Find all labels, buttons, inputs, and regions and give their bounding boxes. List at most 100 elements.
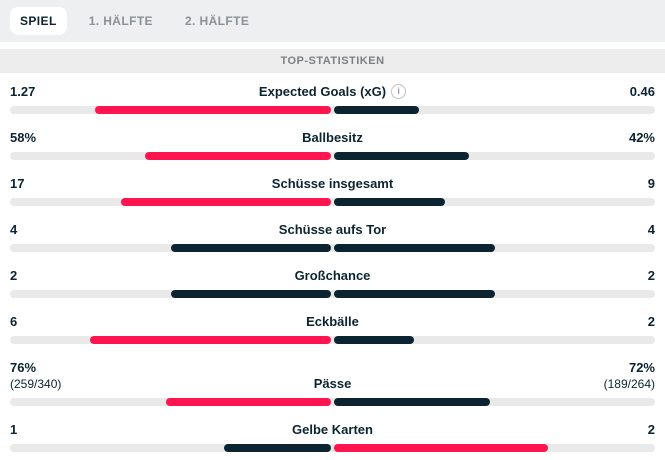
stat-bar-track: [10, 398, 655, 406]
home-value-main: 4: [10, 222, 18, 237]
away-value: 2: [563, 267, 655, 284]
away-value-main: 2: [647, 314, 655, 329]
home-bar-half: [10, 198, 333, 206]
stat-label-wrap: Gelbe Karten i: [102, 421, 563, 438]
away-value-main: 2: [647, 422, 655, 437]
home-bar-half: [10, 398, 333, 406]
home-value: 76% (259/340): [10, 359, 102, 392]
stat-bar-track: [10, 106, 655, 114]
stat-row: 76% (259/340) Pässe i 72% (189/264): [0, 351, 665, 413]
stat-label: Gelbe Karten: [292, 422, 373, 437]
away-bar: [334, 152, 469, 160]
stat-bar-track: [10, 290, 655, 298]
home-bar: [170, 244, 331, 252]
away-bar-half: [333, 398, 656, 406]
home-bar: [144, 152, 331, 160]
home-value-main: 17: [10, 176, 25, 191]
away-value-main: 4: [647, 222, 655, 237]
stat-bar-track: [10, 152, 655, 160]
home-value: 2: [10, 267, 102, 284]
away-value: 72% (189/264): [563, 359, 655, 392]
stat-label-wrap: Großchance i: [102, 267, 563, 284]
home-value: 1: [10, 421, 102, 438]
top-statistics-header: TOP-STATISTIKEN: [0, 49, 665, 73]
home-bar: [121, 198, 331, 206]
stat-bar-track: [10, 444, 655, 452]
home-value: 6: [10, 313, 102, 330]
away-bar-half: [333, 290, 656, 298]
away-bar: [334, 106, 420, 114]
home-value-main: 2: [10, 268, 18, 283]
stat-row-header: 4 Schüsse aufs Tor i 4: [10, 221, 655, 238]
away-bar-half: [333, 244, 656, 252]
home-bar: [170, 290, 331, 298]
stat-bar-track: [10, 198, 655, 206]
away-bar: [334, 444, 549, 452]
stat-label-wrap: Ballbesitz i: [102, 129, 563, 146]
home-bar: [95, 106, 331, 114]
home-value-main: 1.27: [10, 84, 36, 99]
away-bar-half: [333, 444, 656, 452]
stats-list: 1.27 Expected Goals (xG) i 0.46 58%: [0, 73, 665, 459]
stat-label: Schüsse aufs Tor: [278, 222, 387, 237]
stat-row-header: 17 Schüsse insgesamt i 9: [10, 175, 655, 192]
stat-label: Eckbälle: [306, 314, 359, 329]
home-bar-half: [10, 336, 333, 344]
stat-row-header: 2 Großchance i 2: [10, 267, 655, 284]
stat-label-wrap: Pässe i: [102, 375, 563, 392]
home-value: 4: [10, 221, 102, 238]
away-bar-half: [333, 198, 656, 206]
stat-label-wrap: Eckbälle i: [102, 313, 563, 330]
home-value-main: 58%: [10, 130, 37, 145]
home-value-main: 6: [10, 314, 18, 329]
stat-row-header: 1 Gelbe Karten i 2: [10, 421, 655, 438]
home-sub-value: (259/340): [10, 377, 62, 391]
home-bar-half: [10, 290, 333, 298]
home-value-main: 76%: [10, 360, 37, 375]
stat-row: 1 Gelbe Karten i 2: [0, 413, 665, 459]
home-value-main: 1: [10, 422, 18, 437]
stat-label: Großchance: [294, 268, 371, 283]
home-value: 58%: [10, 129, 102, 146]
stat-row: 4 Schüsse aufs Tor i 4: [0, 213, 665, 259]
stat-bar-track: [10, 244, 655, 252]
home-bar: [90, 336, 331, 344]
stat-label: Schüsse insgesamt: [271, 176, 394, 191]
stat-label-wrap: Expected Goals (xG) i: [102, 83, 563, 100]
away-bar: [334, 336, 415, 344]
away-bar-half: [333, 336, 656, 344]
stat-row: 1.27 Expected Goals (xG) i 0.46: [0, 75, 665, 121]
tab-spiel[interactable]: SPIEL: [10, 7, 67, 35]
home-bar: [224, 444, 331, 452]
home-bar-half: [10, 106, 333, 114]
info-icon[interactable]: i: [391, 84, 407, 99]
stat-row-header: 6 Eckbälle i 2: [10, 313, 655, 330]
home-bar-half: [10, 244, 333, 252]
tab-bar: SPIEL 1. HÄLFTE 2. HÄLFTE: [0, 0, 665, 42]
away-value: 9: [563, 175, 655, 192]
home-value: 17: [10, 175, 102, 192]
tab-1-haelfte[interactable]: 1. HÄLFTE: [88, 14, 153, 28]
away-value-main: 0.46: [629, 84, 655, 99]
section-title: TOP-STATISTIKEN: [280, 55, 385, 67]
away-bar-half: [333, 106, 656, 114]
stat-label: Ballbesitz: [302, 130, 363, 145]
away-value-main: 42%: [628, 130, 655, 145]
away-value-main: 72%: [628, 360, 655, 375]
away-bar: [334, 290, 495, 298]
stat-label: Expected Goals (xG): [258, 84, 387, 99]
stat-row: 58% Ballbesitz i 42%: [0, 121, 665, 167]
away-bar: [334, 398, 490, 406]
away-bar-half: [333, 152, 656, 160]
stat-label-wrap: Schüsse aufs Tor i: [102, 221, 563, 238]
home-bar-half: [10, 444, 333, 452]
home-bar-half: [10, 152, 333, 160]
tab-2-haelfte[interactable]: 2. HÄLFTE: [184, 14, 250, 28]
away-value-main: 2: [647, 268, 655, 283]
stat-label-wrap: Schüsse insgesamt i: [102, 175, 563, 192]
away-value-main: 9: [647, 176, 655, 191]
away-value: 0.46: [563, 83, 655, 100]
stat-row-header: 1.27 Expected Goals (xG) i 0.46: [10, 83, 655, 100]
away-value: 4: [563, 221, 655, 238]
